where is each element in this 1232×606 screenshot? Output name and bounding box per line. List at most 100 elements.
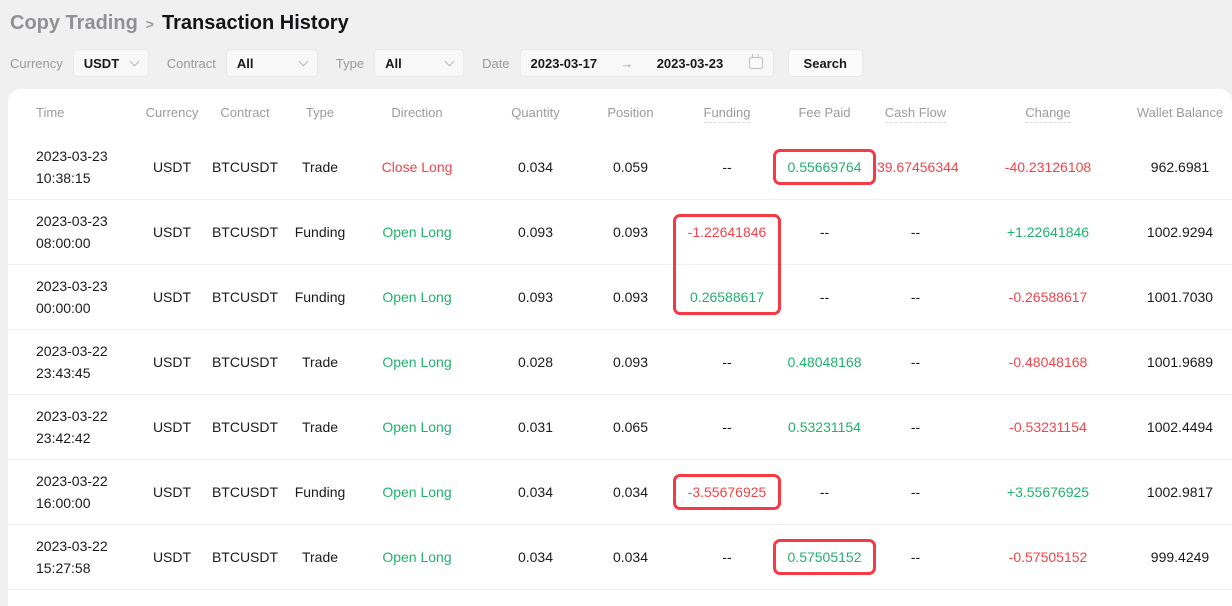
cell-wallet_balance: 999.4249 (1150, 549, 1210, 565)
table-row: 2023-03-22 23:43:45 USDT BTCUSDT Trade Open L… (8, 330, 1232, 395)
cell-position: 0.093 (612, 224, 649, 240)
cell-quantity: 0.093 (517, 224, 554, 240)
cell-quantity: 0.031 (517, 419, 554, 435)
cell-cash_flow: -- (910, 484, 921, 500)
type-select[interactable]: All (374, 49, 465, 77)
cell-contract: BTCUSDT (211, 549, 279, 565)
search-button[interactable]: Search (787, 49, 863, 77)
date-start-value[interactable]: 2023-03-17 (530, 55, 598, 71)
cell-type: Trade (301, 159, 339, 175)
cell-contract: BTCUSDT (211, 484, 279, 500)
cell-fee_paid: 0.57505152 (787, 549, 862, 565)
cell-change: -0.48048168 (1008, 354, 1088, 370)
cell-contract: BTCUSDT (211, 354, 279, 370)
cell-cash_flow: -- (910, 289, 921, 305)
cell-wallet_balance: 1001.7030 (1146, 289, 1214, 305)
cell-contract: BTCUSDT (211, 419, 279, 435)
table-row: 2023-03-23 10:38:15 USDT BTCUSDT Trade Close … (8, 135, 1232, 200)
cell-change: +3.55676925 (1006, 484, 1090, 500)
cell-currency: USDT (152, 354, 192, 370)
cell-funding: -- (722, 549, 732, 565)
cell-cash_flow: -39.67456344 (872, 159, 959, 175)
chevron-down-icon (444, 56, 455, 66)
cell-fee_paid: 0.48048168 (787, 354, 862, 370)
contract-select[interactable]: All (225, 49, 318, 77)
cell-change: +1.22641846 (1006, 224, 1090, 240)
cell-type: Funding (294, 224, 346, 240)
cell-quantity: 0.034 (517, 549, 554, 565)
breadcrumb-parent[interactable]: Copy Trading (10, 12, 138, 34)
cell-type: Trade (301, 419, 339, 435)
cell-funding: 0.26588617 (690, 289, 764, 305)
cell-position: 0.034 (612, 484, 649, 500)
cell-funding: -3.55676925 (687, 484, 767, 500)
cell-wallet_balance: 1002.9294 (1146, 224, 1214, 240)
cell-direction: Open Long (382, 419, 452, 435)
cell-time: 2023-03-22 16:00:00 (36, 473, 108, 511)
cell-position: 0.034 (612, 549, 649, 565)
table-row: 2023-03-22 23:42:42 USDT BTCUSDT Trade Open L… (8, 395, 1232, 460)
cell-time: 2023-03-23 00:00:00 (36, 278, 108, 316)
cell-change: -0.53231154 (1009, 419, 1087, 435)
cell-wallet_balance: 962.6981 (1150, 159, 1210, 175)
cell-contract: BTCUSDT (211, 159, 279, 175)
date-end-value[interactable]: 2023-03-23 (656, 55, 724, 71)
cell-currency: USDT (152, 549, 192, 565)
table-row: 2023-03-22 16:00:00 USDT BTCUSDT Funding Open… (8, 460, 1232, 525)
column-header-position: Position (607, 104, 654, 120)
cell-direction: Open Long (382, 549, 452, 565)
chevron-down-icon (298, 56, 309, 66)
cell-position: 0.065 (612, 419, 649, 435)
cell-currency: USDT (152, 289, 192, 305)
breadcrumb-separator-icon: > (145, 16, 154, 32)
cell-fee_paid: -- (819, 224, 830, 240)
cell-position: 0.093 (612, 354, 649, 370)
cell-quantity: 0.034 (517, 159, 554, 175)
column-header-direction: Direction (391, 104, 443, 120)
cell-type: Funding (294, 484, 346, 500)
currency-select[interactable]: USDT (72, 49, 149, 77)
column-header-type: Type (305, 104, 335, 120)
cell-type: Trade (301, 354, 339, 370)
date-range-input[interactable]: 2023-03-17 → 2023-03-23 (519, 49, 774, 77)
cell-fee_paid: 0.53231154 (788, 419, 861, 435)
table-row: 2023-03-23 00:00:00 USDT BTCUSDT Funding Open… (8, 265, 1232, 330)
chevron-down-icon (129, 56, 140, 66)
table-container: Time Currency Contract Type Direction Quantit… (8, 89, 1232, 606)
column-header-funding: Funding (668, 104, 786, 123)
cell-direction: Open Long (382, 289, 452, 305)
cell-fee_paid: -- (819, 289, 830, 305)
cell-change: -40.23126108 (1004, 159, 1092, 175)
cell-quantity: 0.034 (517, 484, 554, 500)
column-header-fee_paid: Fee Paid (798, 104, 851, 120)
cell-direction: Close Long (381, 159, 453, 175)
cell-time: 2023-03-23 10:38:15 (36, 148, 108, 186)
cell-change: -0.26588617 (1008, 289, 1088, 305)
cell-direction: Open Long (382, 484, 452, 500)
type-filter-label: Type (335, 55, 365, 71)
table-row: 2023-03-23 08:00:00 USDT BTCUSDT Funding Open… (8, 200, 1232, 265)
cell-time: 2023-03-23 08:00:00 (36, 213, 108, 251)
cell-type: Trade (301, 549, 339, 565)
date-filter-label: Date (482, 55, 510, 71)
cell-currency: USDT (152, 224, 192, 240)
breadcrumb: Copy Trading > Transaction History (0, 0, 1232, 35)
column-header-quantity: Quantity (511, 104, 560, 120)
column-header-currency: Currency (145, 104, 199, 120)
cell-funding: -- (722, 354, 732, 370)
cell-cash_flow: -- (910, 354, 921, 370)
currency-select-value: USDT (83, 55, 120, 71)
column-header-time: Time (36, 104, 65, 120)
filter-bar: Currency USDT Contract All Type All Date… (0, 35, 1232, 77)
cell-change: -0.57505152 (1008, 549, 1088, 565)
cell-fee_paid: -- (819, 484, 830, 500)
cell-cash_flow: -- (910, 419, 921, 435)
calendar-icon[interactable] (748, 54, 763, 69)
cell-funding: -1.22641846 (687, 224, 767, 240)
page-title: Transaction History (161, 12, 349, 34)
cell-wallet_balance: 1001.9689 (1146, 354, 1214, 370)
type-select-value: All (385, 55, 402, 71)
column-header-change: Change (968, 104, 1128, 123)
column-header-contract: Contract (220, 104, 270, 120)
table-body: 2023-03-23 10:38:15 USDT BTCUSDT Trade Close … (8, 135, 1232, 590)
